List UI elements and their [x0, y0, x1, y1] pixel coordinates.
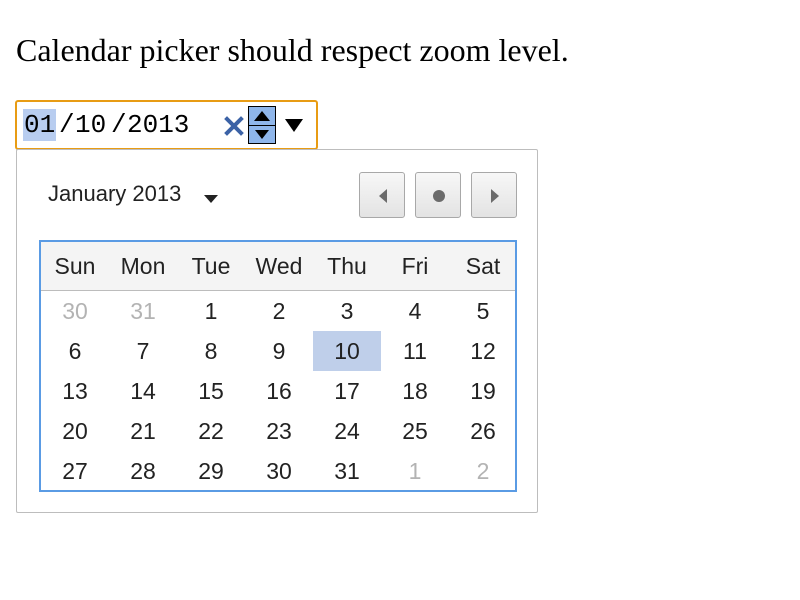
day-cell[interactable]: 21: [130, 418, 156, 444]
month-year-label[interactable]: January 2013: [48, 181, 182, 206]
day-cell[interactable]: 26: [470, 418, 496, 444]
month-segment[interactable]: 01: [23, 109, 57, 141]
weekday-header: Sun: [54, 253, 96, 279]
day-cell[interactable]: 30: [62, 298, 88, 324]
triangle-up-icon: [254, 111, 270, 121]
day-cell[interactable]: 9: [272, 338, 286, 364]
day-cell[interactable]: 25: [402, 418, 428, 444]
clear-x-icon[interactable]: [222, 114, 246, 138]
day-cell[interactable]: 19: [470, 378, 496, 404]
selected-day-cell[interactable]: 10: [313, 331, 381, 371]
weekday-header: Mon: [120, 253, 166, 279]
date-input[interactable]: 01 / 10 / 2013: [15, 100, 318, 150]
day-cell[interactable]: 7: [136, 338, 150, 364]
day-cell[interactable]: 14: [130, 378, 156, 404]
dot-icon: [433, 190, 445, 202]
previous-month-button[interactable]: [359, 172, 405, 218]
day-cell[interactable]: 1: [204, 298, 218, 324]
day-cell[interactable]: 31: [130, 298, 156, 324]
weekday-header: Thu: [327, 253, 367, 279]
day-cell[interactable]: 24: [334, 418, 360, 444]
day-cell[interactable]: 11: [403, 338, 427, 364]
weekday-header: Tue: [191, 253, 231, 279]
day-cell[interactable]: 22: [198, 418, 224, 444]
day-cell[interactable]: 3: [340, 298, 354, 324]
day-cell[interactable]: 8: [204, 338, 218, 364]
chevron-left-icon: [379, 189, 387, 203]
day-cell[interactable]: 18: [402, 378, 428, 404]
weekday-header: Sat: [465, 253, 501, 279]
day-cell[interactable]: 29: [198, 458, 224, 484]
day-cell[interactable]: 27: [62, 458, 88, 484]
day-cell[interactable]: 31: [334, 458, 360, 484]
day-cell[interactable]: 2: [476, 458, 490, 484]
day-cell[interactable]: 1: [408, 458, 422, 484]
day-cell[interactable]: 6: [68, 338, 82, 364]
day-cell[interactable]: 2: [272, 298, 286, 324]
day-cell[interactable]: 12: [470, 338, 496, 364]
caret-down-icon[interactable]: [204, 190, 218, 203]
weekday-header-row: Sun Mon Tue Wed Thu Fri Sat: [41, 242, 515, 291]
day-cell[interactable]: 4: [408, 298, 422, 324]
date-separator: /: [59, 110, 75, 140]
day-segment[interactable]: 10: [75, 110, 107, 140]
dropdown-arrow-icon[interactable]: [283, 116, 305, 134]
spin-up-button[interactable]: [249, 107, 275, 126]
weekday-header: Wed: [255, 253, 303, 279]
spin-down-button[interactable]: [249, 126, 275, 144]
day-cell[interactable]: 30: [266, 458, 292, 484]
day-cell[interactable]: 16: [266, 378, 292, 404]
calendar-popup: January 2013 Sun Mon Tue Wed Thu Fri Sat 30 31 1…: [16, 149, 538, 513]
day-cell[interactable]: 28: [130, 458, 156, 484]
date-separator: /: [111, 110, 127, 140]
spin-button[interactable]: [248, 106, 276, 144]
day-cell[interactable]: 15: [198, 378, 224, 404]
day-cell[interactable]: 20: [62, 418, 88, 444]
day-cell[interactable]: 5: [476, 298, 490, 324]
calendar-grid: Sun Mon Tue Wed Thu Fri Sat 30 31 1 2 3 4 5 6 7 8 9 10 11 1…: [39, 240, 517, 492]
today-button[interactable]: [415, 172, 461, 218]
day-cell[interactable]: 13: [62, 378, 88, 404]
year-segment[interactable]: 2013: [127, 110, 190, 140]
triangle-down-icon: [255, 130, 269, 139]
day-cell[interactable]: 17: [334, 378, 360, 404]
page-description: Calendar picker should respect zoom leve…: [16, 32, 569, 68]
chevron-right-icon: [491, 189, 499, 203]
day-cell[interactable]: 23: [266, 418, 292, 444]
next-month-button[interactable]: [471, 172, 517, 218]
weekday-header: Fri: [401, 253, 429, 279]
